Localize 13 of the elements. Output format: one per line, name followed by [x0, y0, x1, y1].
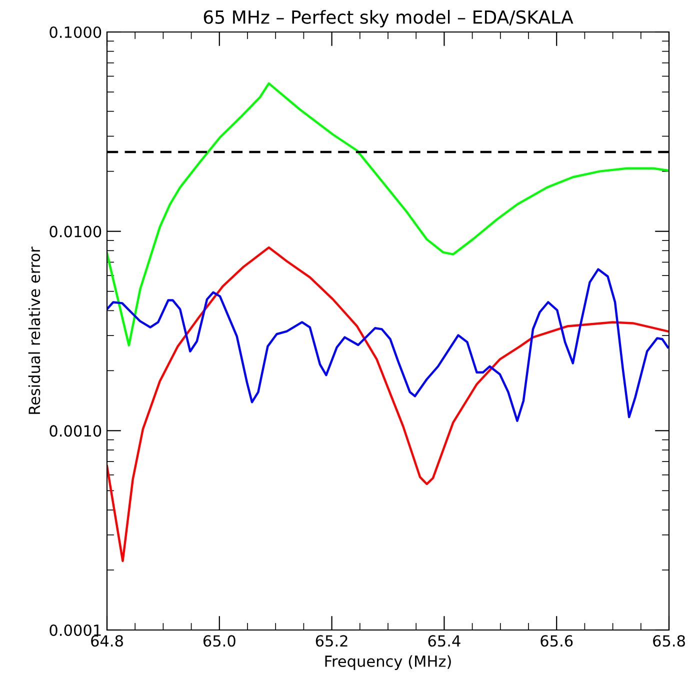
x-tick-label: 65.8	[653, 635, 685, 647]
x-tick-label: 65.2	[316, 635, 348, 647]
x-tick-label: 65.6	[540, 635, 573, 647]
x-tick-label: 65.4	[428, 635, 460, 647]
x-tick-label: 65.0	[203, 635, 236, 647]
y-tick-label: 0.0010	[50, 425, 102, 437]
y-axis-title: Residual relative error	[28, 246, 40, 414]
y-tick-label: 0.1000	[50, 26, 102, 38]
x-axis-title: Frequency (MHz)	[325, 655, 451, 670]
x-tick-label: 64.8	[91, 635, 123, 647]
chart-title: 65 MHz – Perfect sky model – EDA/SKALA	[204, 10, 574, 28]
y-tick-label: 0.0001	[50, 624, 101, 636]
y-tick-label: 0.0100	[50, 226, 102, 238]
